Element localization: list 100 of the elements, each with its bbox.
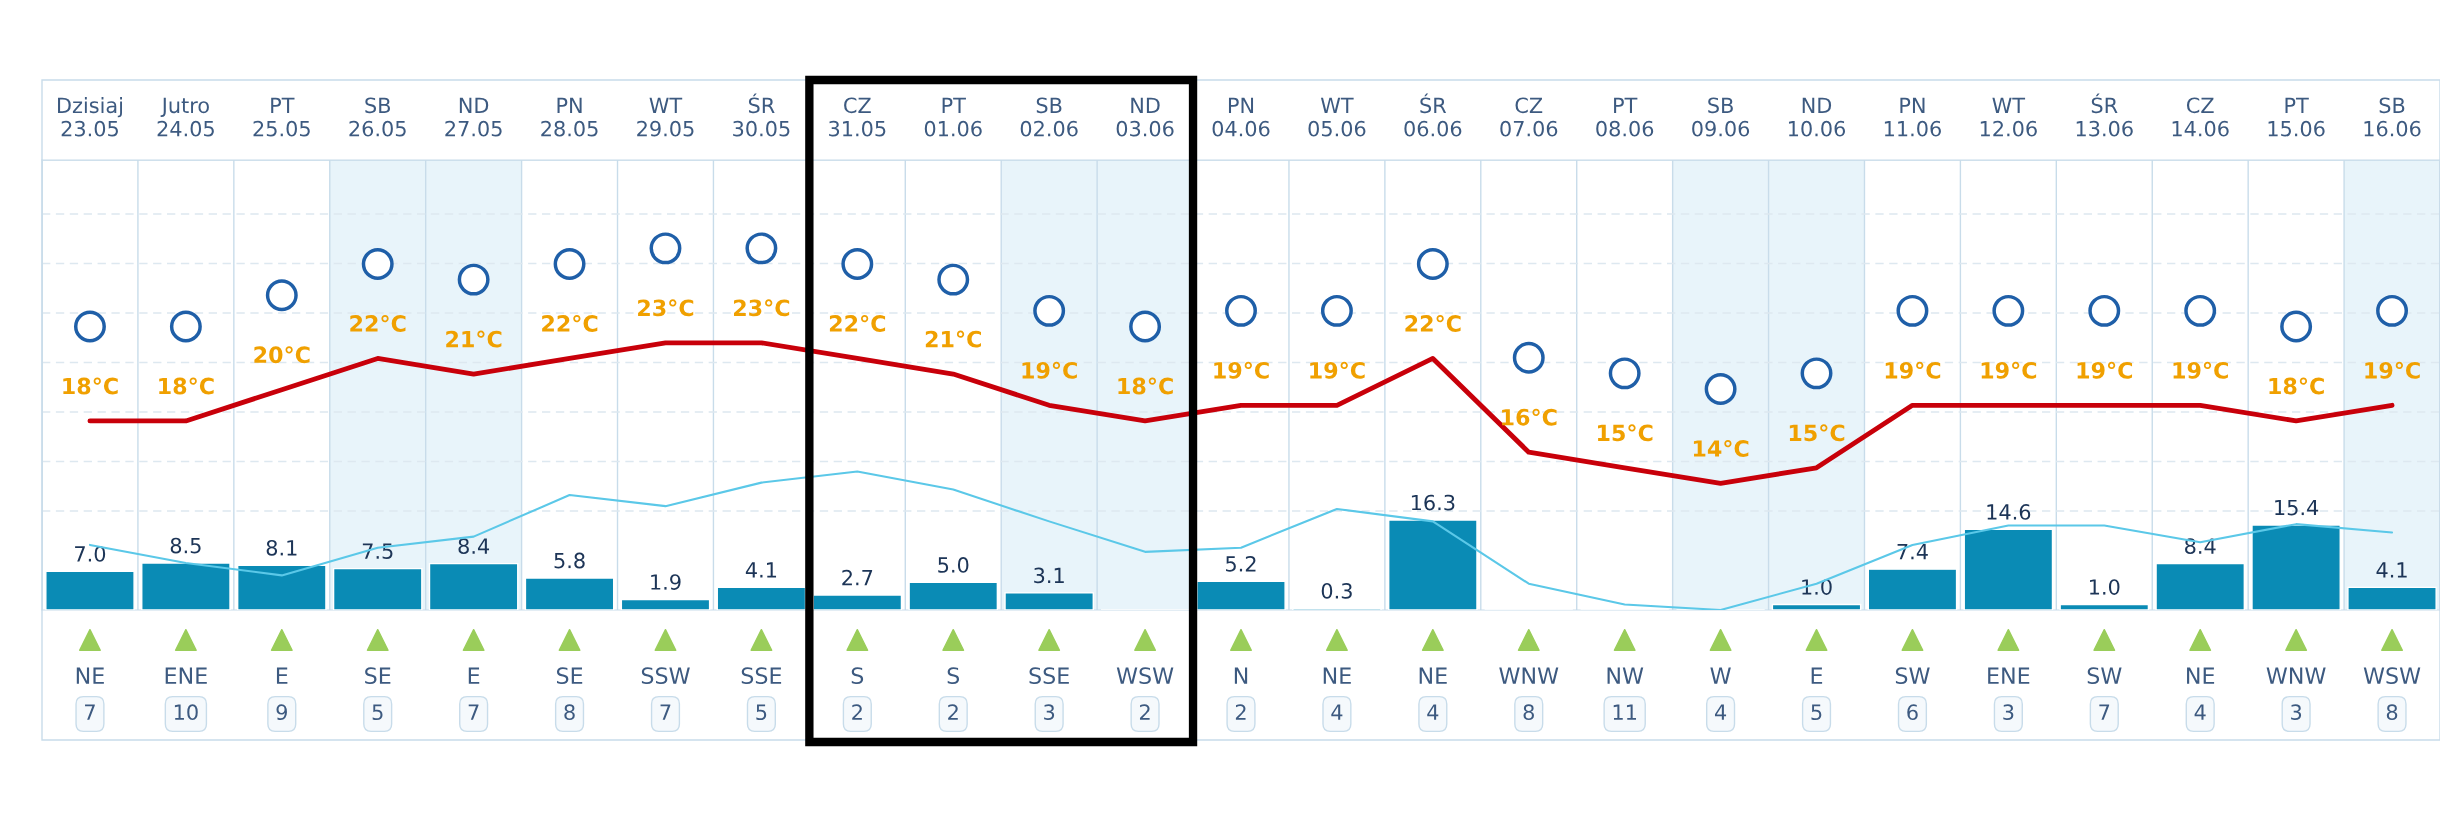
data-label: 5 bbox=[756, 704, 767, 721]
text: SSW bbox=[641, 667, 690, 685]
data-label: 14.6 bbox=[1987, 504, 2031, 520]
bar bbox=[908, 581, 999, 610]
data-label: 19°C bbox=[2365, 361, 2420, 379]
data-label: 20°C bbox=[254, 346, 310, 364]
x-tick-label: CZ 07.06 bbox=[1500, 97, 1558, 137]
data-label: 8 bbox=[564, 704, 575, 721]
x-tick-label: WT 12.06 bbox=[1980, 97, 2037, 137]
data-label: 3.1 bbox=[1034, 567, 1064, 584]
data-label: 7 bbox=[85, 704, 95, 720]
text: S bbox=[947, 667, 960, 685]
bar bbox=[236, 564, 327, 610]
data-label: 19°C bbox=[1981, 361, 2037, 379]
x-tick-label: ŚR 13.06 bbox=[2076, 93, 2133, 137]
x-tick-label: CZ 14.06 bbox=[2172, 97, 2229, 137]
bar bbox=[812, 594, 903, 610]
text: NE bbox=[2187, 667, 2215, 684]
data-label: 18°C bbox=[159, 377, 214, 395]
bar bbox=[2059, 603, 2150, 610]
text: NE bbox=[1323, 667, 1351, 684]
x-tick-label: SB 02.06 bbox=[1020, 97, 1078, 137]
data-label: 2.7 bbox=[842, 569, 873, 586]
data-label: 5.0 bbox=[938, 557, 969, 573]
data-label: 22°C bbox=[350, 314, 406, 332]
bar bbox=[2155, 562, 2246, 610]
data-label: 3 bbox=[2291, 704, 2302, 721]
data-label: 7 bbox=[468, 704, 479, 720]
data-label: 19°C bbox=[1885, 361, 1941, 379]
x-tick-label: PN 28.05 bbox=[541, 97, 598, 137]
x-tick-label: ŚR 06.06 bbox=[1404, 93, 1462, 137]
data-label: 19°C bbox=[1022, 361, 1077, 379]
data-label: 10 bbox=[174, 704, 198, 721]
data-label: 2 bbox=[948, 704, 958, 720]
data-label: 4.1 bbox=[2376, 562, 2407, 578]
data-label: 15°C bbox=[1789, 424, 1845, 442]
data-label: 1.0 bbox=[2090, 579, 2120, 595]
bar bbox=[1963, 528, 2054, 610]
data-label: 11 bbox=[1613, 704, 1637, 720]
data-label: 18°C bbox=[1118, 377, 1173, 395]
x-tick-label: Dzisiaj 23.05 bbox=[58, 97, 122, 137]
data-label: 8 bbox=[1523, 704, 1534, 721]
x-tick-label: SB 16.06 bbox=[2364, 97, 2421, 137]
x-tick-label: PT 01.06 bbox=[924, 97, 982, 137]
x-tick-label: Jutro 24.05 bbox=[157, 97, 214, 137]
x-tick-label: PT 15.06 bbox=[2268, 97, 2325, 137]
text: NE bbox=[1419, 667, 1447, 684]
text: SE bbox=[556, 667, 583, 685]
x-tick-label: WT 05.06 bbox=[1308, 97, 1366, 137]
x-tick-label: ŚR 30.05 bbox=[733, 93, 790, 137]
x-tick-label: ND 10.06 bbox=[1788, 97, 1846, 137]
data-label: 22°C bbox=[1405, 314, 1461, 332]
data-label: 8.5 bbox=[170, 537, 201, 554]
x-tick-label: PN 11.06 bbox=[1884, 97, 1941, 137]
data-label: 3 bbox=[1044, 704, 1055, 721]
data-label: 16°C bbox=[1502, 408, 1557, 426]
text: SW bbox=[2087, 667, 2122, 685]
data-label: 7 bbox=[2099, 704, 2110, 720]
data-label: 16.3 bbox=[1411, 494, 1455, 511]
bar bbox=[524, 577, 615, 610]
text: WNW bbox=[1499, 667, 1559, 684]
bar bbox=[1004, 592, 1094, 610]
data-label: 23°C bbox=[733, 299, 790, 317]
data-label: 0.3 bbox=[1321, 582, 1352, 599]
data-label: 7.0 bbox=[75, 546, 106, 562]
data-label: 7.5 bbox=[362, 543, 393, 559]
data-label: 7.4 bbox=[1897, 544, 1928, 560]
x-tick-label: ND 03.06 bbox=[1116, 97, 1174, 137]
text: ENE bbox=[165, 667, 207, 684]
data-label: 4 bbox=[1331, 704, 1343, 720]
data-label: 23°C bbox=[638, 299, 694, 317]
data-label: 22°C bbox=[829, 314, 886, 332]
text: W bbox=[1710, 667, 1731, 684]
data-label: 22°C bbox=[542, 314, 598, 332]
data-label: 8.1 bbox=[266, 539, 297, 556]
x-tick-label: PT 25.05 bbox=[253, 97, 310, 137]
text: N bbox=[1234, 667, 1248, 684]
text: NW bbox=[1607, 667, 1644, 684]
x-tick-label: ND 27.05 bbox=[445, 97, 502, 137]
bar bbox=[716, 586, 807, 610]
data-label: 5 bbox=[1811, 704, 1822, 721]
text: SE bbox=[365, 667, 391, 685]
data-label: 21°C bbox=[925, 330, 981, 348]
text: E bbox=[276, 667, 288, 684]
text: S bbox=[851, 667, 864, 685]
data-label: 5 bbox=[372, 704, 383, 721]
data-label: 8 bbox=[2386, 704, 2398, 721]
text: WNW bbox=[2266, 667, 2326, 684]
data-label: 7 bbox=[660, 704, 671, 720]
text: ENE bbox=[1988, 667, 2030, 684]
text: WSW bbox=[1116, 667, 1174, 685]
bar bbox=[45, 570, 135, 610]
text: SSE bbox=[741, 667, 782, 685]
bar bbox=[1388, 519, 1478, 610]
data-label: 19°C bbox=[2077, 361, 2133, 379]
text: SW bbox=[1895, 667, 1930, 685]
bar bbox=[2347, 586, 2437, 610]
data-label: 15.4 bbox=[2275, 499, 2319, 516]
data-label: 19°C bbox=[1214, 361, 1269, 379]
x-tick-label: SB 26.05 bbox=[349, 97, 406, 137]
